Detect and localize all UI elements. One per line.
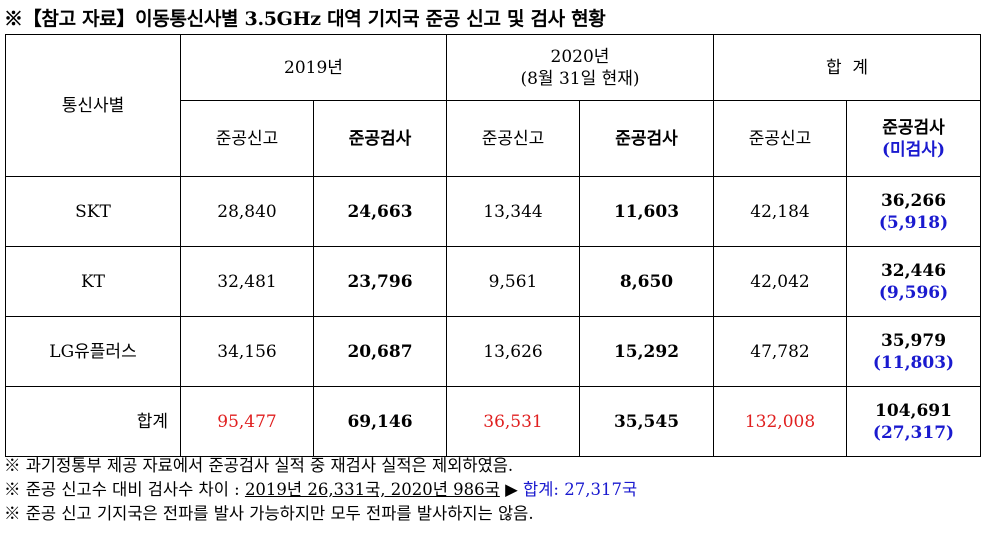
header-2020-date: (8월 31일 현재) (520, 68, 640, 89)
header-inspect-2020: 준공검사 (579, 100, 714, 177)
report-2020: 9,561 (446, 246, 580, 317)
header-inspect-total-label: 준공검사 (882, 117, 945, 138)
inspect-total: 35,979 (11,803) (846, 316, 981, 387)
total-inspect-2020: 35,545 (579, 386, 714, 457)
carrier-inspection-table: 통신사별 2019년 2020년 (8월 31일 현재) 합 계 준공신고 준공… (5, 34, 981, 457)
header-report-total: 준공신고 (713, 100, 847, 177)
header-report-2020: 준공신고 (446, 100, 580, 177)
total-uninspected-value: (27,317) (872, 422, 955, 443)
total-report-total: 132,008 (713, 386, 847, 457)
carrier-name: LG유플러스 (5, 316, 181, 387)
uninspected-value: (5,918) (878, 212, 949, 233)
inspect-total: 32,446 (9,596) (846, 246, 981, 317)
footnotes: ※ 과기정통부 제공 자료에서 준공검사 실적 중 재검사 실적은 제외하였음.… (4, 454, 637, 526)
footnote-3: ※ 준공 신고 기지국은 전파를 발사 가능하지만 모두 전파를 발사하지는 않… (4, 504, 534, 523)
footnote-2: ※ 준공 신고수 대비 검사수 차이 : 2019년 26,331국, 2020… (4, 478, 637, 502)
inspect-total-value: 32,446 (880, 260, 947, 281)
report-total: 47,782 (713, 316, 847, 387)
header-uninspected-label: (미검사) (881, 139, 945, 160)
report-total: 42,042 (713, 246, 847, 317)
inspect-total-value: 35,979 (880, 330, 947, 351)
header-inspect-total: 준공검사 (미검사) (846, 100, 981, 177)
uninspected-value: (11,803) (872, 352, 955, 373)
table-row: LG유플러스 34,156 20,687 13,626 15,292 47,78… (5, 316, 981, 387)
table-row: SKT 28,840 24,663 13,344 11,603 42,184 3… (5, 176, 981, 247)
carrier-name: SKT (5, 176, 181, 247)
footnote-2-total: 합계: 27,317국 (523, 480, 638, 499)
report-2020: 13,344 (446, 176, 580, 247)
inspect-2019: 23,796 (313, 246, 447, 317)
report-total: 42,184 (713, 176, 847, 247)
inspect-2020: 11,603 (579, 176, 714, 247)
header-2020-year: 2020년 (550, 46, 610, 67)
inspect-2020: 15,292 (579, 316, 714, 387)
table-row: KT 32,481 23,796 9,561 8,650 42,042 32,4… (5, 246, 981, 317)
header-inspect-2019: 준공검사 (313, 100, 447, 177)
header-2019: 2019년 (180, 34, 447, 101)
page-title: ※【참고 자료】이동통신사별 3.5GHz 대역 기지국 준공 신고 및 검사 … (4, 8, 606, 30)
uninspected-value: (9,596) (878, 282, 949, 303)
report-2020: 13,626 (446, 316, 580, 387)
report-2019: 28,840 (180, 176, 314, 247)
report-2019: 34,156 (180, 316, 314, 387)
inspect-total: 36,266 (5,918) (846, 176, 981, 247)
inspect-2020: 8,650 (579, 246, 714, 317)
header-total: 합 계 (713, 34, 981, 101)
footnote-2-arrow: ▶ (499, 480, 524, 499)
total-report-2019: 95,477 (180, 386, 314, 457)
report-2019: 32,481 (180, 246, 314, 317)
header-report-2019: 준공신고 (180, 100, 314, 177)
footnote-1: ※ 과기정통부 제공 자료에서 준공검사 실적 중 재검사 실적은 제외하였음. (4, 456, 514, 475)
header-2020: 2020년 (8월 31일 현재) (446, 34, 714, 101)
inspect-2019: 24,663 (313, 176, 447, 247)
inspect-2019: 20,687 (313, 316, 447, 387)
inspect-total-value: 36,266 (880, 190, 947, 211)
total-report-2020: 36,531 (446, 386, 580, 457)
total-inspect-total-value: 104,691 (875, 400, 952, 421)
total-inspect-total: 104,691 (27,317) (846, 386, 981, 457)
total-inspect-2019: 69,146 (313, 386, 447, 457)
table-row-total: 합계 95,477 69,146 36,531 35,545 132,008 1… (5, 386, 981, 457)
carrier-name: KT (5, 246, 181, 317)
footnote-2-difference: 2019년 26,331국, 2020년 986국 (244, 480, 500, 499)
footnote-2-prefix: ※ 준공 신고수 대비 검사수 차이 : (4, 480, 245, 499)
header-carrier: 통신사별 (5, 34, 181, 177)
total-row-label: 합계 (5, 386, 181, 457)
header-row-kinds: 준공신고 준공검사 준공신고 준공검사 준공신고 준공검사 (미검사) (6, 100, 981, 177)
header-row-years: 통신사별 2019년 2020년 (8월 31일 현재) 합 계 (5, 34, 981, 177)
